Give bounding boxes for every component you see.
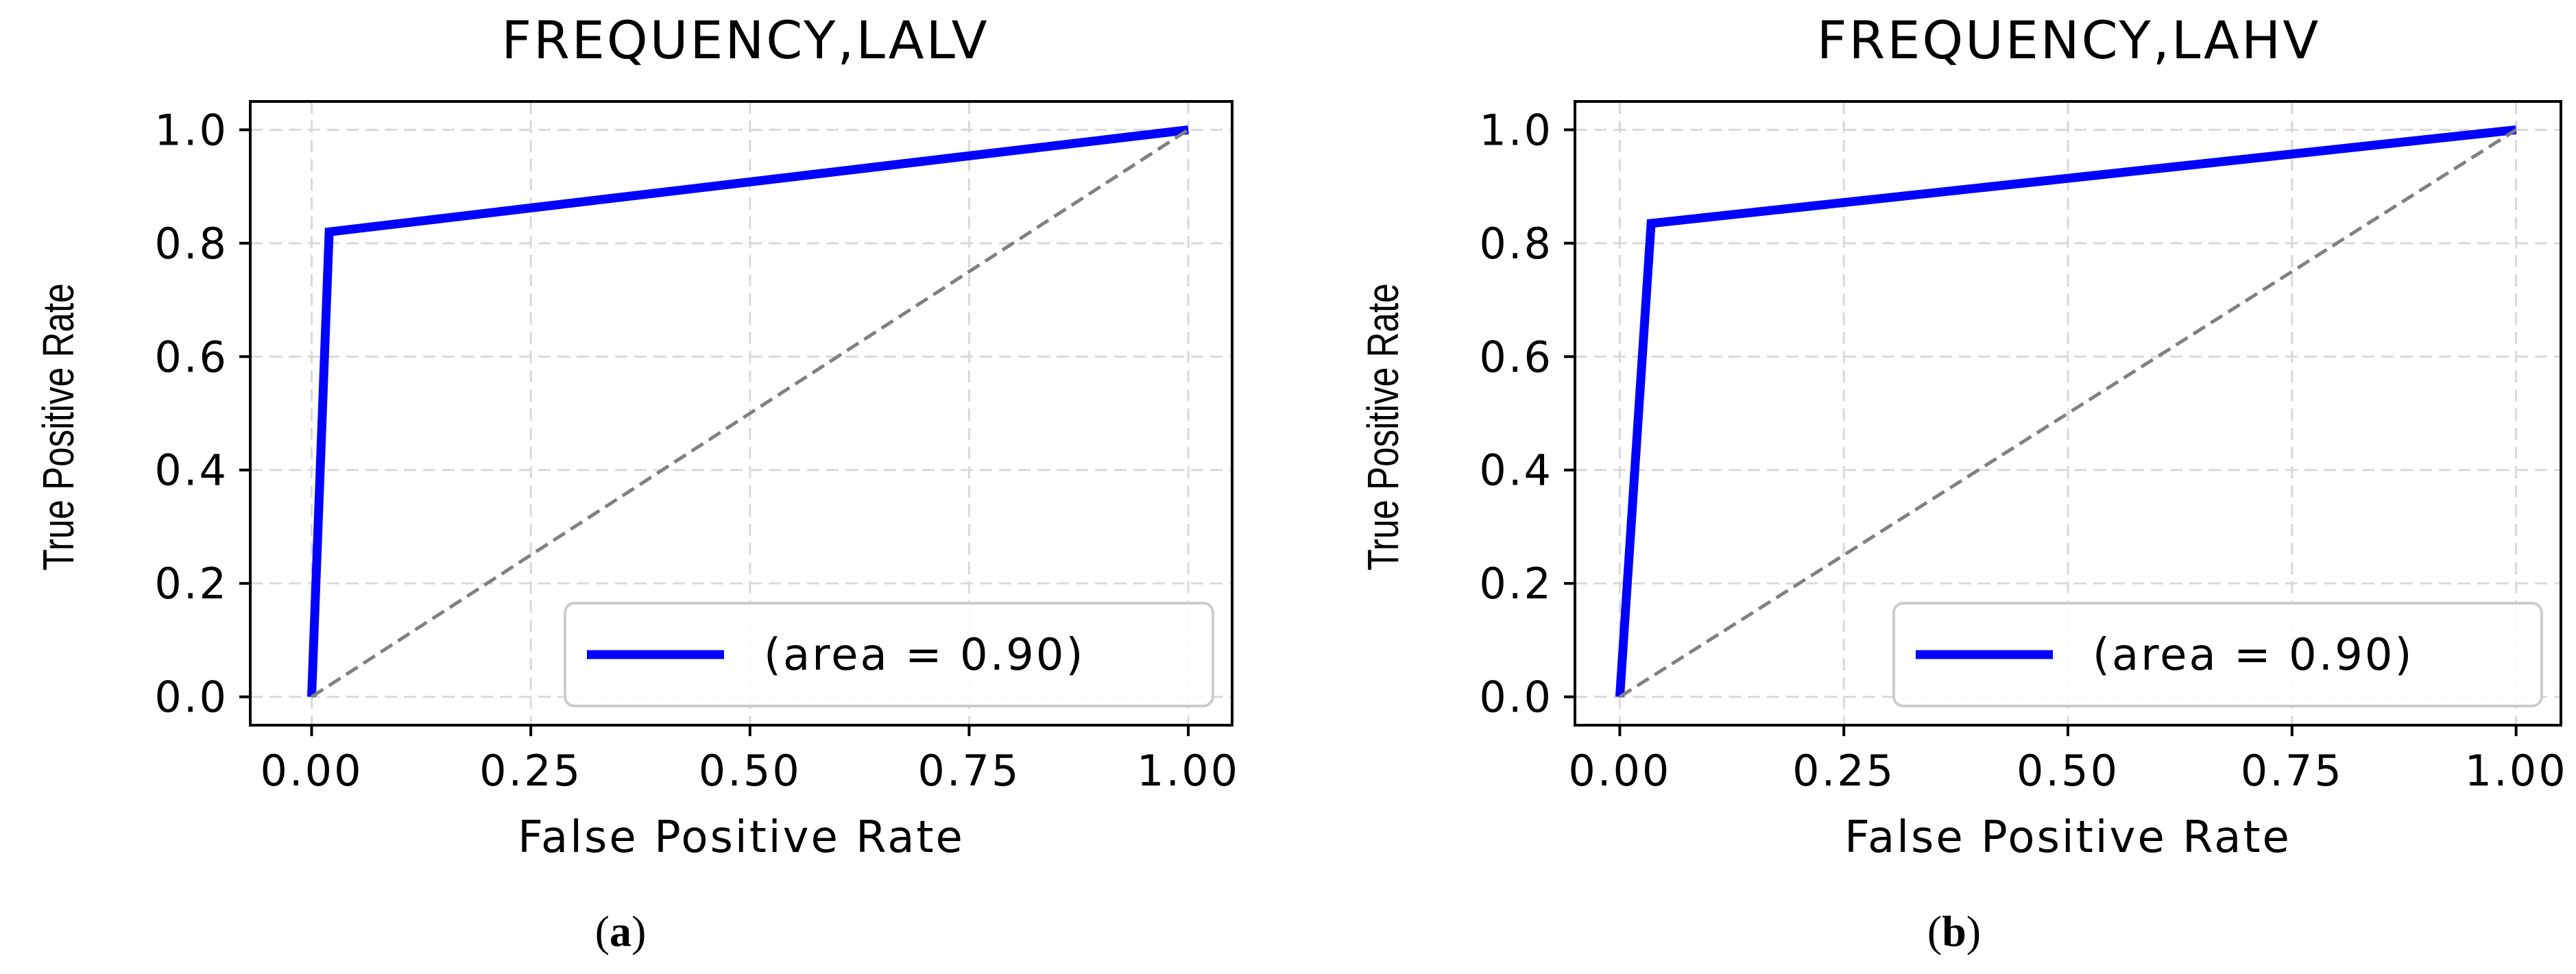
y-tick-label: 0.0 <box>154 672 228 722</box>
subfigure-caption: (a) <box>595 907 647 955</box>
y-tick-label: 0.6 <box>1479 332 1553 382</box>
y-tick-label: 0.2 <box>1479 559 1553 609</box>
caption-close: ) <box>631 907 646 955</box>
x-tick-label: 0.25 <box>479 746 582 796</box>
chart-title: FREQUENCY,LAHV <box>1817 10 2320 71</box>
caption-close: ) <box>1966 907 1981 955</box>
y-tick-label: 0.8 <box>1479 219 1553 269</box>
y-tick-label: 0.6 <box>154 332 228 382</box>
caption-letter: b <box>1942 907 1966 955</box>
roc-curve-line <box>307 125 1189 697</box>
y-tick-label: 0.4 <box>154 446 228 496</box>
plot-frame <box>249 100 1233 727</box>
y-tick-label: 0.0 <box>1479 672 1553 722</box>
x-tick-label: 0.50 <box>2017 746 2119 796</box>
y-tick-label: 1.0 <box>1479 105 1553 155</box>
legend-label: (area = 0.90) <box>764 630 1085 681</box>
x-tick-label: 0.00 <box>1568 746 1671 796</box>
legend-box <box>564 602 1214 707</box>
x-tick-label: 1.00 <box>2465 746 2568 796</box>
y-tick-label: 0.4 <box>1479 446 1553 496</box>
subfigure-caption: (b) <box>1927 907 1981 955</box>
caption-open: ( <box>1927 907 1942 955</box>
chart-panel-a: FREQUENCY,LALV 0.00 0.25 0.50 0.75 1.00 0.0 0.2… <box>35 10 1240 955</box>
x-axis-label: False Positive Rate <box>518 812 965 863</box>
x-tick-label: 1.00 <box>1137 746 1240 796</box>
y-axis-label: True Positive Rate <box>1360 283 1408 570</box>
x-tick-label: 0.75 <box>2241 746 2344 796</box>
x-tick-label: 0.75 <box>917 746 1020 796</box>
chance-diagonal-line <box>1619 128 2517 698</box>
chart-title: FREQUENCY,LALV <box>501 10 989 71</box>
chance-diagonal-line <box>311 128 1190 698</box>
y-tick-label: 0.8 <box>154 219 228 269</box>
roc-curve-line <box>1615 125 2517 698</box>
legend-label: (area = 0.90) <box>2093 630 2414 681</box>
chart-panel-b: FREQUENCY,LAHV 0.00 0.25 0.50 0.75 1.00 0.0 0.2… <box>1360 10 2568 955</box>
y-tick-label: 1.0 <box>154 105 228 155</box>
x-axis-label: False Positive Rate <box>1844 812 2291 863</box>
legend-box <box>1892 602 2543 707</box>
x-tick-label: 0.25 <box>1792 746 1895 796</box>
y-tick-label: 0.2 <box>154 559 228 609</box>
y-axis-label: True Positive Rate <box>35 283 84 570</box>
x-tick-label: 0.50 <box>699 746 802 796</box>
caption-open: ( <box>595 907 610 955</box>
x-tick-label: 0.00 <box>260 746 363 796</box>
caption-letter: a <box>610 907 631 955</box>
